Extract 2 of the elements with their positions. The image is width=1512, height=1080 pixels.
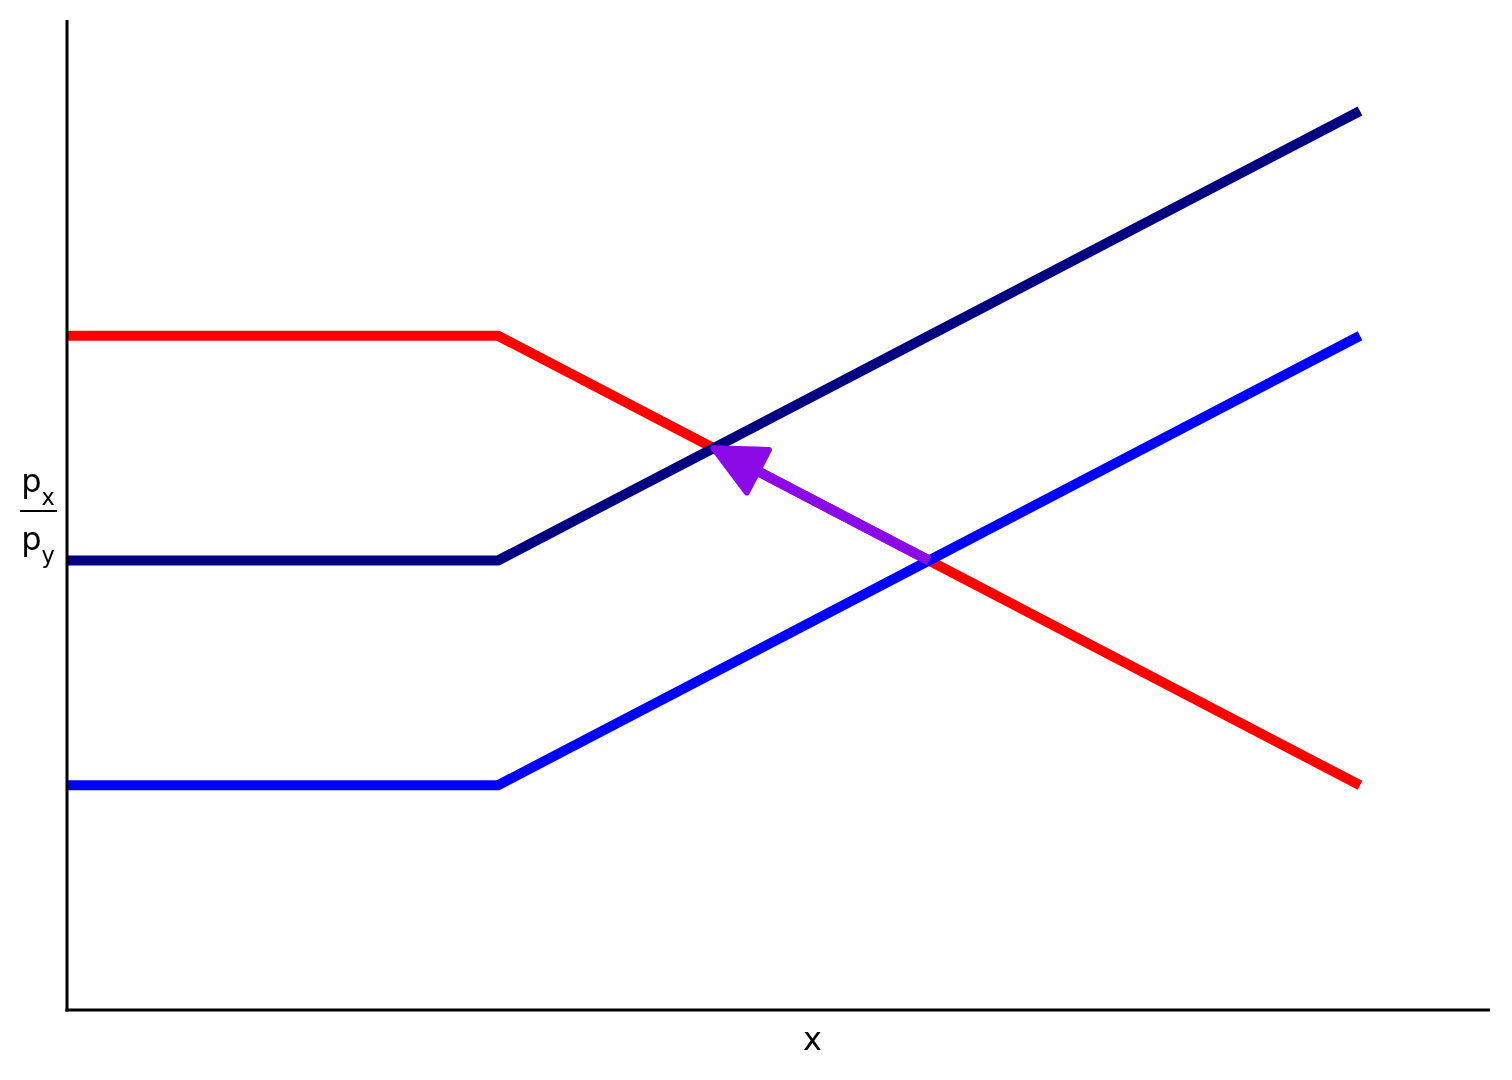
y-axis-title: p$_{x}$ p$_{y}$ — [21, 462, 55, 568]
x-axis-title: x — [803, 1020, 822, 1058]
